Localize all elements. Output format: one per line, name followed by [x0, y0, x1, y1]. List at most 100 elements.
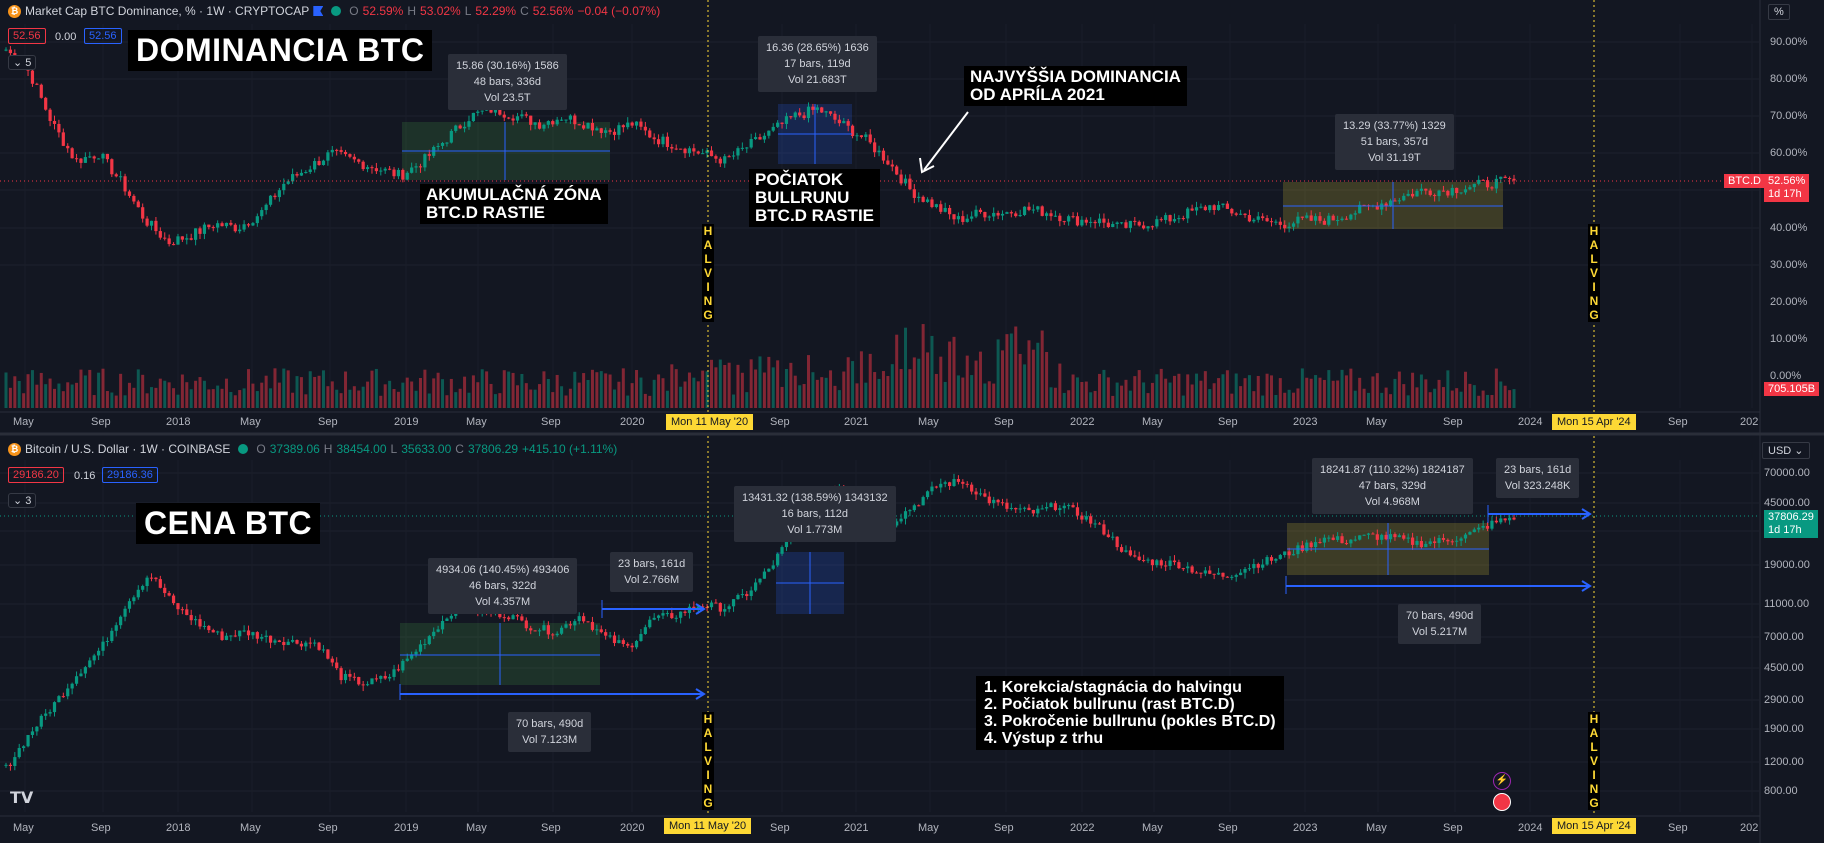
candle-body — [661, 613, 665, 616]
candle-body — [1384, 203, 1388, 206]
candle-body — [83, 157, 87, 163]
candle-body — [992, 212, 996, 217]
candle-body — [1402, 195, 1406, 201]
buy-price[interactable]: 29186.36 — [102, 467, 158, 483]
volume-bar — [348, 389, 352, 408]
x-tick-label: 2023 — [1293, 822, 1318, 834]
candle-body — [714, 156, 718, 159]
candle-body — [1507, 517, 1512, 521]
x-tick-label: May — [13, 416, 34, 428]
measure-b7-line: Vol 5.217M — [1412, 626, 1468, 638]
candle-body — [180, 236, 184, 240]
candle-body — [454, 125, 458, 131]
candle-body — [1018, 215, 1022, 217]
volume-bar — [1093, 390, 1097, 408]
candle-body — [670, 613, 674, 619]
candle-body — [423, 154, 427, 168]
pociatok-line-1: POČIATOK — [755, 170, 844, 189]
candle-body — [626, 643, 630, 646]
candle-body — [1142, 560, 1146, 562]
volume-bar — [150, 387, 154, 408]
bottom-legend[interactable]: ₿ Bitcoin / U.S. Dollar · 1W · COINBASE … — [8, 442, 617, 456]
candle-body — [396, 169, 401, 177]
candle-body — [335, 662, 339, 669]
candle-body — [1150, 559, 1155, 566]
top-unit-button[interactable]: % — [1768, 4, 1790, 20]
candle-body — [1000, 502, 1005, 504]
candle-body — [983, 211, 987, 218]
sell-price[interactable]: 52.56 — [8, 28, 46, 44]
title-dominancia: DOMINANCIA BTC — [128, 30, 433, 71]
candle-body — [948, 207, 952, 215]
market-status-icon — [331, 6, 342, 16]
volume-bar — [8, 387, 12, 408]
candle-body — [1194, 207, 1199, 211]
candle-body — [1353, 539, 1357, 541]
top-symbol[interactable]: Market Cap BTC Dominance, % · 1W · CRYPT… — [25, 4, 310, 18]
volume-bar — [767, 356, 771, 408]
collapse-indicators-button[interactable]: ⌄ 3 — [8, 493, 37, 508]
candle-body — [445, 142, 449, 144]
candle-body — [679, 148, 683, 150]
candle-body — [546, 121, 550, 125]
bottom-symbol[interactable]: Bitcoin / U.S. Dollar · 1W · COINBASE — [25, 442, 231, 456]
bitcoin-icon: ₿ — [8, 442, 21, 456]
lightning-icon[interactable]: ⚡ — [1493, 772, 1511, 790]
candle-body — [1133, 220, 1137, 222]
candle-body — [925, 199, 930, 202]
volume-bar — [1137, 370, 1141, 408]
y-tick-label: 40.00% — [1770, 222, 1808, 234]
volume-bar — [1150, 382, 1154, 408]
tradingview-logo-icon[interactable]: 𝗧𝗩 — [10, 790, 34, 807]
volume-bar — [366, 381, 370, 408]
volume-bar — [458, 388, 462, 408]
candle-body — [1366, 533, 1371, 535]
candle-body — [1287, 226, 1291, 229]
candle-body — [105, 153, 110, 160]
candle-body — [52, 120, 57, 124]
candle-body — [1499, 176, 1503, 179]
candle-body — [1485, 525, 1490, 529]
candle-body — [39, 84, 43, 98]
currency-select[interactable]: USD ⌄ — [1762, 442, 1810, 459]
candle-body — [326, 152, 330, 161]
volume-bar — [851, 361, 855, 408]
candle-body — [1327, 537, 1331, 539]
measure-b1-line: Vol 4.357M — [475, 596, 531, 608]
buy-price[interactable]: 52.56 — [84, 28, 122, 44]
candle-body — [745, 147, 749, 149]
volume-bars — [4, 324, 1516, 408]
volume-bar — [1120, 385, 1124, 408]
volume-bar — [529, 389, 533, 408]
candle-body — [242, 630, 246, 632]
volume-bar — [895, 334, 899, 408]
candle-body — [1261, 216, 1265, 219]
measure-label-b5: 18241.87 (110.32%) 1824187 47 bars, 329d V… — [1312, 458, 1473, 514]
candle-body — [1137, 556, 1141, 561]
flag-icon — [313, 6, 324, 16]
candle-body — [612, 131, 617, 135]
volume-bar — [392, 389, 396, 408]
measure-label-t1: 15.86 (30.16%) 1586 48 bars, 336d Vol 23.5… — [448, 54, 567, 110]
us-flag-icon[interactable] — [1493, 793, 1511, 811]
candle-body — [158, 231, 162, 238]
candle-body — [1225, 203, 1229, 209]
candle-body — [352, 676, 356, 678]
candle-body — [1225, 576, 1229, 578]
volume-bar — [1318, 377, 1322, 408]
candle-body — [57, 696, 61, 703]
candle-body — [978, 209, 983, 212]
candle-body — [1067, 505, 1071, 507]
candle-body — [1247, 215, 1252, 222]
volume-bar — [1001, 350, 1005, 408]
candle-body — [66, 688, 70, 697]
candle-body — [1402, 535, 1406, 539]
collapse-indicators-button[interactable]: ⌄ 5 — [8, 55, 37, 70]
y-tick-label: 90.00% — [1770, 36, 1808, 48]
candle-body — [1265, 218, 1269, 222]
top-legend[interactable]: ₿ Market Cap BTC Dominance, % · 1W · CRY… — [8, 4, 660, 18]
sell-price[interactable]: 29186.20 — [8, 467, 64, 483]
candle-body — [1040, 508, 1044, 510]
candle-body — [784, 539, 789, 548]
